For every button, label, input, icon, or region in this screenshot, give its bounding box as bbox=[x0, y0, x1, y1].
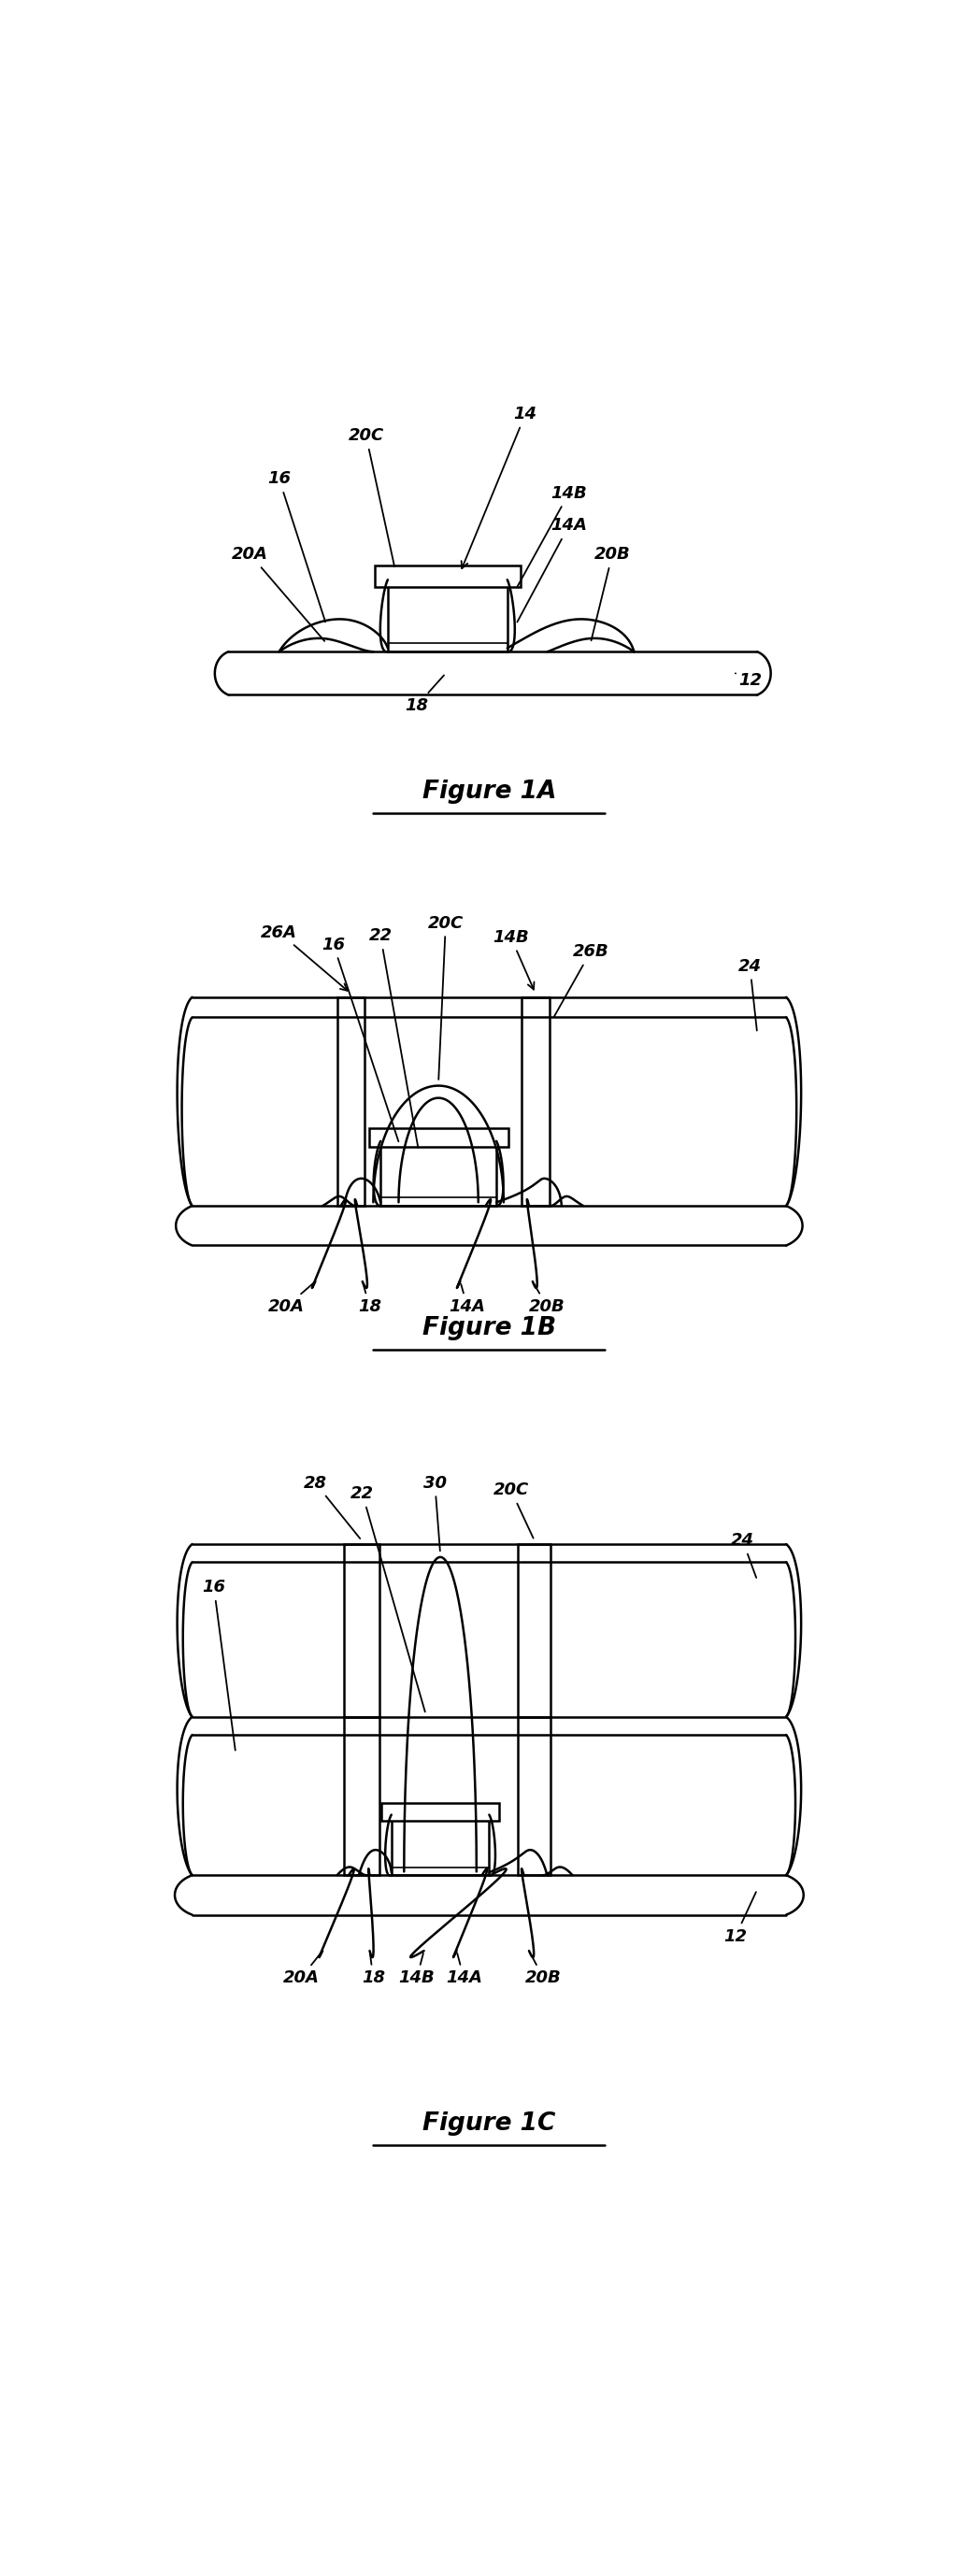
Text: 18: 18 bbox=[358, 1283, 381, 1316]
Bar bbox=[337, 997, 365, 1206]
Bar bbox=[344, 1716, 379, 1875]
Text: 26B: 26B bbox=[554, 943, 608, 1018]
Text: 14: 14 bbox=[462, 407, 537, 569]
Text: 12: 12 bbox=[736, 672, 762, 688]
Text: 12: 12 bbox=[723, 1891, 756, 1945]
Bar bbox=[392, 1811, 490, 1875]
Text: 20C: 20C bbox=[348, 428, 395, 567]
Text: 14B: 14B bbox=[492, 930, 535, 989]
Text: 30: 30 bbox=[423, 1473, 446, 1551]
Text: 14B: 14B bbox=[517, 484, 587, 587]
Text: 20A: 20A bbox=[232, 546, 325, 641]
Text: 14B: 14B bbox=[399, 1953, 435, 1986]
Text: 24: 24 bbox=[731, 1533, 756, 1577]
Bar bbox=[381, 1803, 499, 1821]
Bar bbox=[388, 577, 508, 652]
Text: 20C: 20C bbox=[428, 914, 464, 1079]
Bar bbox=[344, 1543, 379, 1716]
Bar bbox=[369, 1128, 508, 1146]
Text: 16: 16 bbox=[202, 1579, 236, 1749]
Text: Figure 1C: Figure 1C bbox=[422, 2112, 556, 2136]
Bar bbox=[380, 1139, 496, 1206]
Text: 16: 16 bbox=[322, 935, 399, 1141]
Text: 20C: 20C bbox=[493, 1481, 534, 1538]
Text: 26A: 26A bbox=[261, 925, 348, 992]
Text: 20B: 20B bbox=[591, 546, 630, 641]
Text: 18: 18 bbox=[361, 1953, 385, 1986]
Text: 22: 22 bbox=[351, 1486, 425, 1713]
Bar bbox=[518, 1543, 551, 1716]
Text: 24: 24 bbox=[739, 958, 762, 1030]
Text: 14A: 14A bbox=[445, 1953, 482, 1986]
Text: 20A: 20A bbox=[268, 1283, 313, 1316]
Text: 20B: 20B bbox=[525, 1953, 561, 1986]
Text: 16: 16 bbox=[267, 471, 326, 621]
Bar bbox=[522, 997, 549, 1206]
Text: Figure 1A: Figure 1A bbox=[422, 781, 557, 804]
Text: 22: 22 bbox=[369, 927, 418, 1146]
Text: 20A: 20A bbox=[283, 1953, 321, 1986]
Text: Figure 1B: Figure 1B bbox=[422, 1316, 556, 1340]
Text: 20B: 20B bbox=[529, 1283, 565, 1316]
Bar bbox=[375, 564, 520, 587]
Text: 18: 18 bbox=[405, 675, 444, 714]
Bar bbox=[518, 1716, 551, 1875]
Text: 28: 28 bbox=[304, 1473, 360, 1538]
Text: 14A: 14A bbox=[517, 518, 587, 621]
Text: 14A: 14A bbox=[449, 1283, 486, 1316]
